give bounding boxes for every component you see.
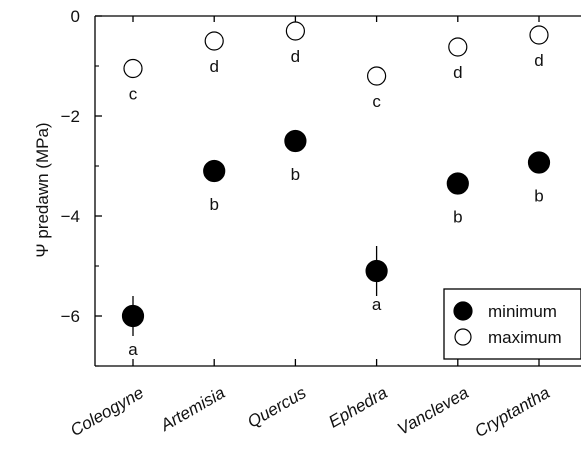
x-category-labels: Coleogyne Artemisia Quercus Ephedra Vancleve… bbox=[67, 383, 553, 441]
y-axis-title: Ψ predawn (MPa) bbox=[33, 122, 52, 257]
maximum-point bbox=[204, 31, 224, 51]
minimum-point bbox=[527, 151, 551, 174]
legend-maximum-marker bbox=[454, 328, 472, 346]
y-tick-labels: 0 −2 −4 −6 bbox=[61, 7, 80, 326]
group-letter: d bbox=[291, 47, 300, 66]
legend: minimum maximum bbox=[443, 288, 581, 360]
minimum-point bbox=[446, 172, 469, 195]
group-letter: d bbox=[534, 51, 543, 70]
group-letters: a b b a b b c d d c d d bbox=[128, 47, 543, 359]
y-tick-label: −4 bbox=[61, 207, 80, 226]
y-tick-label: −2 bbox=[61, 107, 80, 126]
x-category-label: Quercus bbox=[244, 383, 310, 432]
x-category-label: Artemisia bbox=[156, 383, 228, 435]
x-category-label: Cryptantha bbox=[471, 383, 553, 441]
group-letter: b bbox=[534, 187, 543, 206]
group-letter: b bbox=[209, 195, 218, 214]
group-letter: b bbox=[453, 208, 462, 227]
x-category-label: Ephedra bbox=[325, 383, 390, 432]
minimum-point bbox=[365, 259, 388, 283]
group-letter: c bbox=[372, 92, 381, 111]
minimum-point bbox=[284, 129, 307, 153]
group-letter: a bbox=[128, 340, 138, 359]
minimum-point bbox=[203, 159, 226, 183]
group-letter: d bbox=[209, 57, 218, 76]
legend-label: minimum bbox=[488, 302, 557, 321]
group-letter: b bbox=[291, 165, 300, 184]
legend-box bbox=[443, 288, 581, 360]
legend-minimum-marker bbox=[453, 301, 473, 321]
group-letter: d bbox=[453, 63, 462, 82]
data-marks bbox=[121, 21, 551, 336]
legend-label: maximum bbox=[488, 328, 562, 347]
group-letter: a bbox=[372, 295, 382, 314]
y-tick-label: −6 bbox=[61, 307, 80, 326]
maximum-point bbox=[367, 66, 387, 86]
maximum-point bbox=[285, 21, 305, 41]
maximum-point bbox=[123, 58, 143, 79]
maximum-point bbox=[529, 25, 549, 45]
y-tick-label: 0 bbox=[71, 7, 80, 26]
minimum-point bbox=[121, 304, 145, 328]
x-category-label: Coleogyne bbox=[67, 383, 147, 440]
x-category-label: Vanclevea bbox=[394, 383, 472, 439]
group-letter: c bbox=[129, 85, 138, 104]
maximum-point bbox=[448, 37, 468, 57]
axes bbox=[94, 15, 581, 367]
